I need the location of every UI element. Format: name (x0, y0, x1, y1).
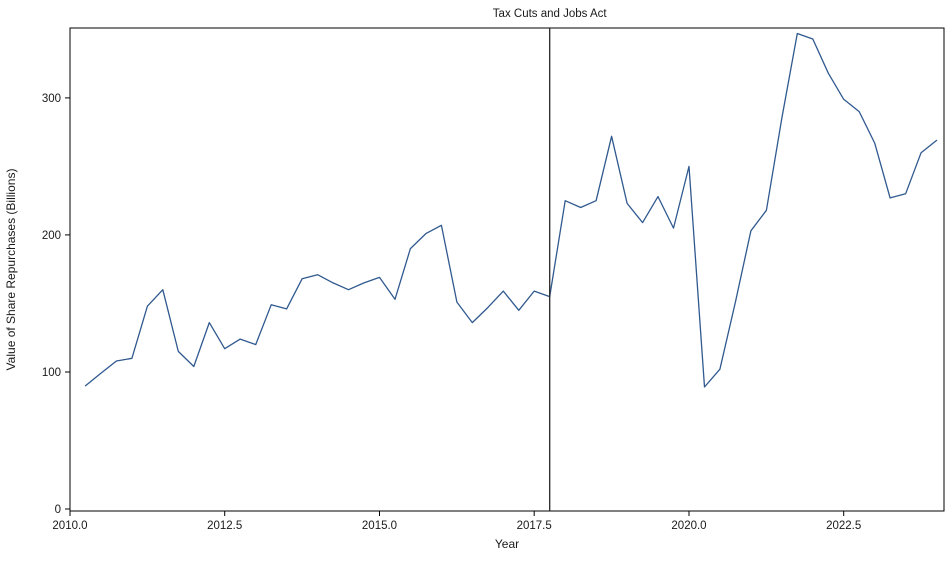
y-axis-ticks: 0 100 200 300 (42, 93, 70, 516)
plot-area-border (69, 27, 945, 512)
y-tick-label: 300 (42, 93, 61, 105)
chart-title: Tax Cuts and Jobs Act (493, 8, 608, 20)
y-axis-label: Value of Share Repurchases (Billions) (4, 169, 18, 371)
y-tick-label: 0 (55, 504, 61, 516)
x-tick-label: 2022.5 (826, 520, 861, 532)
x-tick-label: 2020.0 (671, 520, 706, 532)
share-repurchases-line (84, 32, 938, 388)
y-tick-label: 100 (42, 367, 61, 379)
x-tick-label: 2012.5 (207, 520, 242, 532)
x-axis-ticks: 2010.0 2012.5 2015.0 2017.5 2020.0 2022.5 (52, 511, 861, 532)
x-tick-label: 2017.5 (517, 520, 552, 532)
x-tick-label: 2010.0 (52, 520, 87, 532)
x-tick-label: 2015.0 (362, 520, 397, 532)
y-tick-label: 200 (42, 230, 61, 242)
x-axis-label: Year (495, 537, 519, 551)
